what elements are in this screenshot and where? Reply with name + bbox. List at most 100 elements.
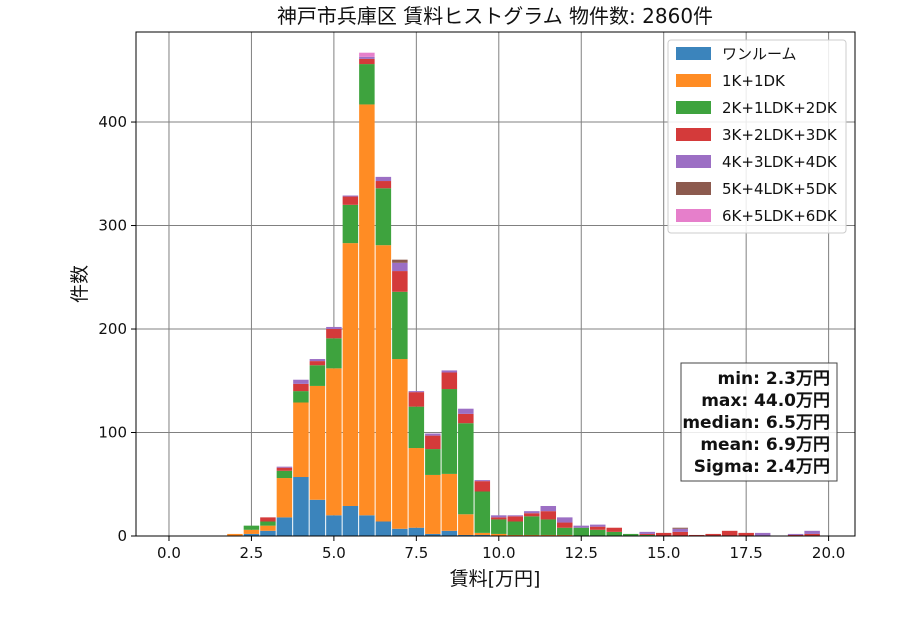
bar-segment-series-1-bin-13 [441, 473, 458, 531]
bar-segment-series-3-bin-8 [359, 58, 375, 65]
x-tick-label: 20.0 [812, 544, 845, 562]
bar-segment-series-2-bin-16 [491, 519, 507, 534]
bar-segment-series-1-bin-4 [293, 402, 309, 478]
bar-segment-series-3-bin-3 [276, 467, 293, 471]
y-tick-label: 300 [98, 217, 127, 235]
legend-label: 1K+1DK [722, 72, 786, 90]
bar-segment-series-2-bin-23 [606, 531, 622, 536]
bar-segment-series-3-bin-31 [738, 532, 754, 536]
bar-segment-series-3-bin-18 [524, 513, 540, 517]
legend-box [667, 39, 847, 234]
legend-swatch [676, 155, 711, 168]
bar-segment-series-3-bin-25 [639, 533, 655, 535]
bar-segment-series-0-bin-4 [293, 477, 309, 536]
bar-segment-series-3-bin-7 [342, 196, 359, 205]
bar-segment-series-3-bin-11 [408, 392, 425, 407]
legend-label: 2K+1LDK+2DK [722, 99, 838, 117]
x-axis-ticks: 0.0 2.5 5.0 7.5 10.0 12.5 15.0 17.5 20.0 [157, 536, 845, 562]
bar-segment-series-2-bin-11 [408, 406, 425, 449]
bar-segment-series-3-bin-20 [557, 522, 573, 528]
x-tick-label: 17.5 [729, 544, 762, 562]
y-tick-label: 400 [98, 113, 127, 131]
stats-median: median: 6.5万円 [682, 413, 830, 433]
bar-segment-series-0-bin-8 [359, 515, 375, 536]
bar-segment-series-2-bin-19 [540, 519, 557, 535]
bar-segment-series-4-bin-4 [293, 379, 309, 384]
chart-title: 神戸市兵庫区 賃料ヒストグラム 物件数: 2860件 [277, 4, 713, 28]
x-tick-label: 7.5 [404, 544, 428, 562]
y-tick-label: 0 [117, 527, 127, 545]
stats-min: min: 2.3万円 [718, 369, 830, 389]
bar-segment-series-1-bin-20 [557, 534, 573, 536]
bar-segment-series-4-bin-3 [276, 466, 293, 468]
bar-segment-series-3-bin-23 [606, 527, 622, 532]
bar-segment-series-0-bin-6 [326, 515, 342, 536]
bar-segment-series-2-bin-12 [425, 449, 441, 475]
bar-segment-series-0-bin-7 [342, 505, 359, 536]
x-tick-label: 12.5 [565, 544, 598, 562]
bar-segment-series-3-bin-27 [672, 531, 688, 536]
bar-segment-series-0-bin-2 [260, 530, 276, 536]
bars-layer [227, 52, 820, 536]
bar-segment-series-1-bin-2 [260, 525, 276, 531]
bar-segment-series-6-bin-8 [359, 52, 375, 57]
bar-segment-series-3-bin-34 [787, 534, 804, 536]
bar-segment-series-0-bin-10 [392, 528, 408, 536]
stats-max: max: 44.0万円 [701, 391, 830, 411]
bar-segment-series-2-bin-3 [276, 470, 293, 479]
bar-segment-series-1-bin-11 [408, 448, 425, 528]
bar-segment-series-4-bin-7 [342, 195, 359, 197]
bar-segment-series-3-bin-9 [375, 181, 392, 189]
bar-segment-series-0-bin-1 [243, 533, 260, 536]
legend-label: ワンルーム [722, 45, 797, 63]
bar-segment-series-4-bin-27 [672, 528, 688, 532]
bar-segment-series-1-bin-6 [326, 368, 342, 516]
bar-segment-series-2-bin-14 [458, 423, 474, 515]
bar-segment-series-3-bin-14 [458, 413, 474, 424]
bar-segment-series-0-bin-9 [375, 521, 392, 536]
bar-segment-series-3-bin-35 [804, 533, 820, 536]
bar-segment-series-4-bin-17 [507, 515, 524, 517]
bar-segment-series-2-bin-4 [293, 391, 309, 403]
bar-segment-series-4-bin-20 [557, 517, 573, 523]
bar-segment-series-4-bin-10 [392, 262, 408, 272]
stats-mean: mean: 6.9万円 [700, 435, 830, 455]
bar-segment-series-1-bin-9 [375, 245, 392, 522]
bar-segment-series-2-bin-5 [309, 365, 326, 386]
bar-segment-series-2-bin-13 [441, 389, 458, 474]
bar-segment-series-4-bin-18 [524, 511, 540, 514]
bar-segment-series-4-bin-8 [359, 56, 375, 59]
legend-label: 3K+2LDK+3DK [722, 126, 838, 144]
y-tick-label: 100 [98, 424, 127, 442]
bar-segment-series-3-bin-6 [326, 329, 342, 339]
bar-segment-series-2-bin-9 [375, 188, 392, 246]
legend-label: 5K+4LDK+5DK [722, 180, 838, 198]
bar-segment-series-0-bin-15 [474, 534, 491, 536]
y-axis-ticks: 0 100 200 300 400 [98, 113, 136, 545]
bar-segment-series-2-bin-20 [557, 527, 573, 535]
bar-segment-series-2-bin-15 [474, 491, 491, 533]
bar-segment-series-2-bin-18 [524, 516, 540, 535]
bar-segment-series-3-bin-15 [474, 481, 491, 492]
bar-segment-series-2-bin-8 [359, 64, 375, 105]
bar-segment-series-3-bin-19 [540, 511, 557, 520]
bar-segment-series-4-bin-14 [458, 408, 474, 414]
bar-segment-series-4-bin-11 [408, 391, 425, 393]
bar-segment-series-5-bin-27 [672, 527, 688, 529]
bar-segment-series-0-bin-13 [441, 530, 458, 536]
x-tick-label: 10.0 [482, 544, 515, 562]
bar-segment-series-2-bin-17 [507, 521, 524, 535]
x-tick-label: 0.0 [157, 544, 181, 562]
bar-segment-series-4-bin-34 [787, 533, 804, 535]
stats-box: min: 2.3万円 max: 44.0万円 median: 6.5万円 mea… [680, 362, 838, 482]
x-tick-label: 2.5 [240, 544, 264, 562]
bar-segment-series-2-bin-24 [622, 533, 639, 536]
bar-segment-series-1-bin-5 [309, 385, 326, 500]
legend-swatch [676, 209, 711, 222]
bar-segment-series-0-bin-12 [425, 533, 441, 536]
bar-segment-series-1-bin-7 [342, 243, 359, 506]
stats-box-frame [680, 362, 838, 482]
bar-segment-series-3-bin-4 [293, 383, 309, 392]
bar-segment-series-3-bin-13 [441, 372, 458, 390]
